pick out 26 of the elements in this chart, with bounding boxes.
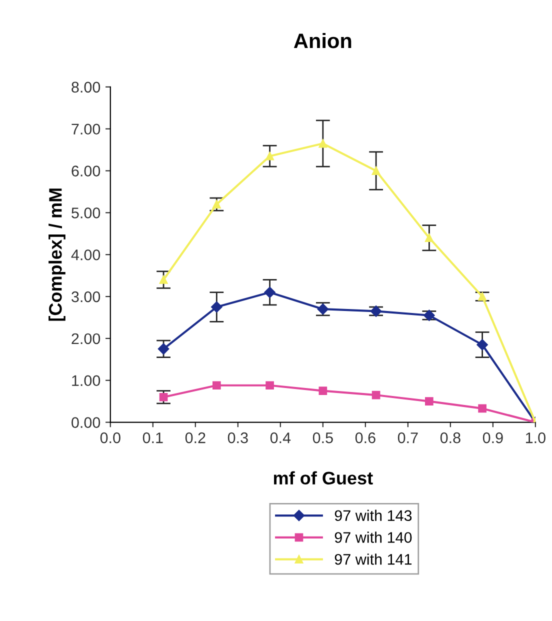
x-tick-label: 0.8: [440, 432, 460, 444]
x-tick-label: 0.5: [312, 432, 333, 444]
legend-label: 97 with 140: [334, 532, 412, 543]
y-axis-title: [Complex] / mM: [48, 188, 66, 321]
x-tick-label: 0.0: [100, 432, 120, 444]
y-tick-label: 4.00: [71, 249, 100, 260]
legend-label: 97 with 143: [334, 510, 412, 522]
x-tick-label: 0.3: [228, 432, 248, 444]
x-axis-title: mf of Guest: [274, 471, 373, 485]
y-tick-label: 5.00: [72, 208, 100, 218]
y-tick-label: 2.00: [72, 333, 100, 344]
x-tick-label: 1.0: [526, 432, 546, 444]
x-tick-label: 0.4: [270, 432, 291, 444]
chart-title: Anion: [294, 32, 352, 48]
x-tick-label: 0.6: [355, 432, 376, 444]
legend-label: 97 with 141: [334, 554, 412, 565]
x-tick-label: 0.2: [185, 432, 206, 444]
y-tick-label: 7.00: [72, 124, 100, 135]
x-tick-label: 0.9: [482, 432, 503, 444]
x-tick-label: 0.1: [142, 432, 163, 444]
y-tick-label: 0.00: [72, 417, 100, 428]
y-tick-label: 3.00: [72, 291, 100, 302]
y-tick-label: 8.00: [72, 82, 100, 93]
y-tick-label: 6.00: [72, 166, 100, 176]
x-tick-label: 0.7: [398, 432, 418, 444]
y-tick-label: 1.00: [72, 375, 100, 386]
